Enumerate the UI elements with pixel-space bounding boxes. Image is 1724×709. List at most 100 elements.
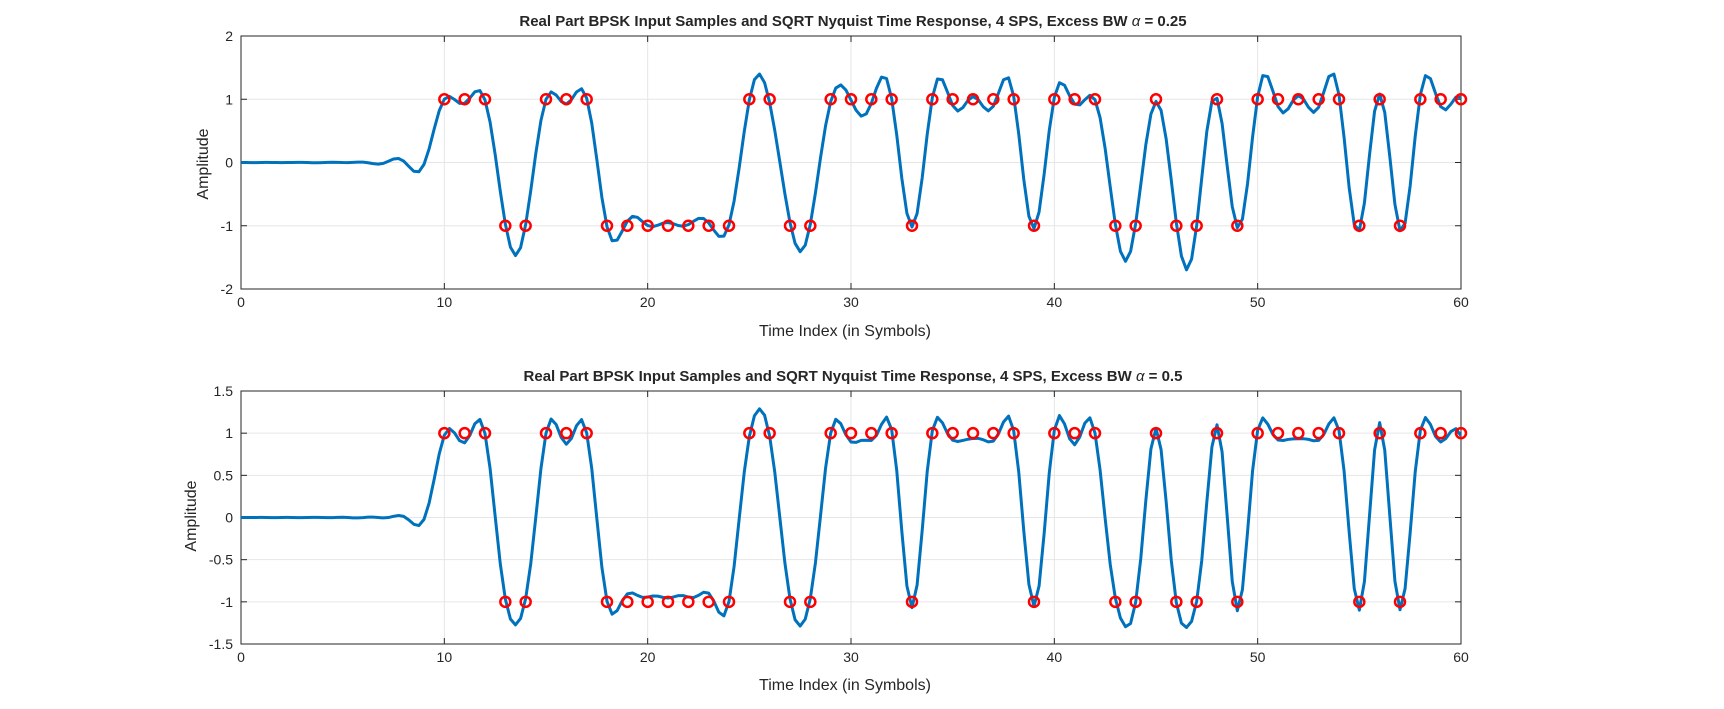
x-tick-label: 30 — [843, 294, 859, 310]
input-sample-marker — [885, 93, 898, 106]
plot-top-series — [241, 72, 1468, 272]
input-sample-marker — [783, 595, 797, 609]
input-sample-marker — [438, 93, 451, 106]
input-sample-marker — [621, 219, 634, 232]
input-sample-marker — [987, 426, 1000, 440]
input-sample-marker — [1109, 595, 1122, 609]
input-sample-marker — [824, 93, 837, 106]
input-sample-marker — [1129, 595, 1142, 609]
plot-bottom: Real Part BPSK Input Samples and SQRT Ny… — [183, 368, 1469, 694]
input-sample-marker — [458, 426, 471, 440]
input-sample-marker — [661, 219, 675, 232]
filtered-response-line — [241, 407, 1461, 629]
input-sample-marker — [1271, 93, 1285, 106]
input-sample-marker — [1231, 219, 1244, 232]
x-tick-label: 60 — [1453, 294, 1469, 310]
input-sample-marker — [702, 595, 715, 609]
input-sample-marker — [1027, 219, 1041, 232]
input-sample-marker — [1007, 426, 1020, 440]
plot-top-y-label: Amplitude — [195, 128, 212, 199]
plot-top: Real Part BPSK Input Samples and SQRT Ny… — [195, 13, 1469, 340]
input-sample-marker — [580, 93, 593, 106]
x-tick-label: 40 — [1047, 294, 1063, 310]
input-sample-marker — [926, 93, 939, 106]
input-sample-marker — [600, 219, 614, 232]
plot-top-ticks: 0 10 20 30 40 50 60 -2 -1 0 1 2 — [221, 28, 1469, 310]
y-tick-label: 1 — [225, 91, 233, 107]
input-sample-marker — [1068, 426, 1081, 440]
plot-bottom-ticks: 0 10 20 30 40 50 60 -1.5 -1 -0.5 0 0.5 1 1.5 — [209, 383, 1469, 665]
input-sample-marker — [1170, 219, 1183, 232]
x-tick-label: 20 — [640, 649, 656, 665]
input-sample-marker — [763, 93, 776, 106]
input-sample-marker — [1088, 93, 1102, 106]
x-tick-label: 30 — [843, 649, 859, 665]
plot-bottom-y-label: Amplitude — [183, 480, 200, 551]
input-sample-marker — [763, 426, 776, 440]
input-sample-marker — [1434, 93, 1447, 106]
input-sample-marker — [560, 93, 573, 106]
input-sample-marker — [438, 426, 451, 440]
filtered-response-line — [241, 72, 1461, 272]
input-sample-marker — [1027, 595, 1041, 609]
input-sample-marker — [1048, 93, 1061, 106]
y-tick-label: -1 — [221, 594, 234, 610]
input-sample-marker — [641, 595, 654, 609]
x-tick-label: 10 — [437, 649, 453, 665]
input-sample-marker — [1454, 93, 1468, 106]
plot-bottom-x-label: Time Index (in Symbols) — [759, 677, 931, 694]
plot-top-title: Real Part BPSK Input Samples and SQRT Ny… — [519, 13, 1186, 30]
x-tick-label: 0 — [237, 294, 245, 310]
input-sample-marker — [539, 93, 553, 106]
input-sample-marker — [1048, 426, 1061, 440]
input-sample-marker — [1414, 93, 1427, 106]
input-sample-marker — [865, 426, 878, 440]
input-sample-marker — [804, 595, 817, 609]
input-sample-marker — [946, 93, 959, 106]
input-sample-marker — [1170, 595, 1183, 609]
input-sample-marker — [641, 219, 654, 232]
input-sample-marker — [722, 219, 736, 232]
input-sample-marker — [865, 93, 878, 106]
x-tick-label: 50 — [1250, 649, 1266, 665]
input-sample-marker — [458, 93, 471, 106]
input-sample-marker — [1373, 426, 1386, 440]
input-sample-marker — [1332, 93, 1346, 106]
input-sample-marker — [966, 93, 980, 106]
y-tick-label: -1 — [221, 218, 234, 234]
input-sample-marker — [1292, 426, 1305, 440]
input-sample-marker — [1068, 93, 1081, 106]
y-tick-label: 2 — [225, 28, 233, 44]
y-tick-label: 0.5 — [214, 467, 234, 483]
input-sample-marker — [682, 219, 695, 232]
input-sample-marker — [499, 595, 512, 609]
input-sample-marker — [804, 219, 817, 232]
input-sample-marker — [560, 426, 573, 440]
x-tick-label: 20 — [640, 294, 656, 310]
input-sample-marker — [1332, 426, 1346, 440]
input-sample-marker — [1190, 219, 1203, 232]
input-sample-marker — [580, 426, 593, 440]
y-tick-label: -2 — [221, 281, 234, 297]
x-tick-label: 10 — [437, 294, 453, 310]
input-sample-marker — [824, 426, 837, 440]
input-sample-marker — [1312, 93, 1325, 106]
input-sample-marker — [966, 426, 980, 440]
input-sample-marker — [987, 93, 1000, 106]
y-tick-label: -0.5 — [209, 552, 233, 568]
input-sample-marker — [539, 426, 553, 440]
y-tick-label: 0 — [225, 510, 233, 526]
input-sample-marker — [1292, 93, 1305, 106]
input-sample-marker — [885, 426, 898, 440]
input-sample-marker — [1149, 426, 1163, 440]
input-sample-marker — [905, 595, 919, 609]
input-sample-marker — [1393, 219, 1407, 232]
input-sample-marker — [743, 426, 756, 440]
input-sample-marker — [1373, 93, 1386, 106]
input-sample-marker — [702, 219, 715, 232]
x-tick-label: 40 — [1047, 649, 1063, 665]
input-sample-marker — [1312, 426, 1325, 440]
input-sample-marker — [1251, 426, 1264, 440]
x-tick-label: 60 — [1453, 649, 1469, 665]
